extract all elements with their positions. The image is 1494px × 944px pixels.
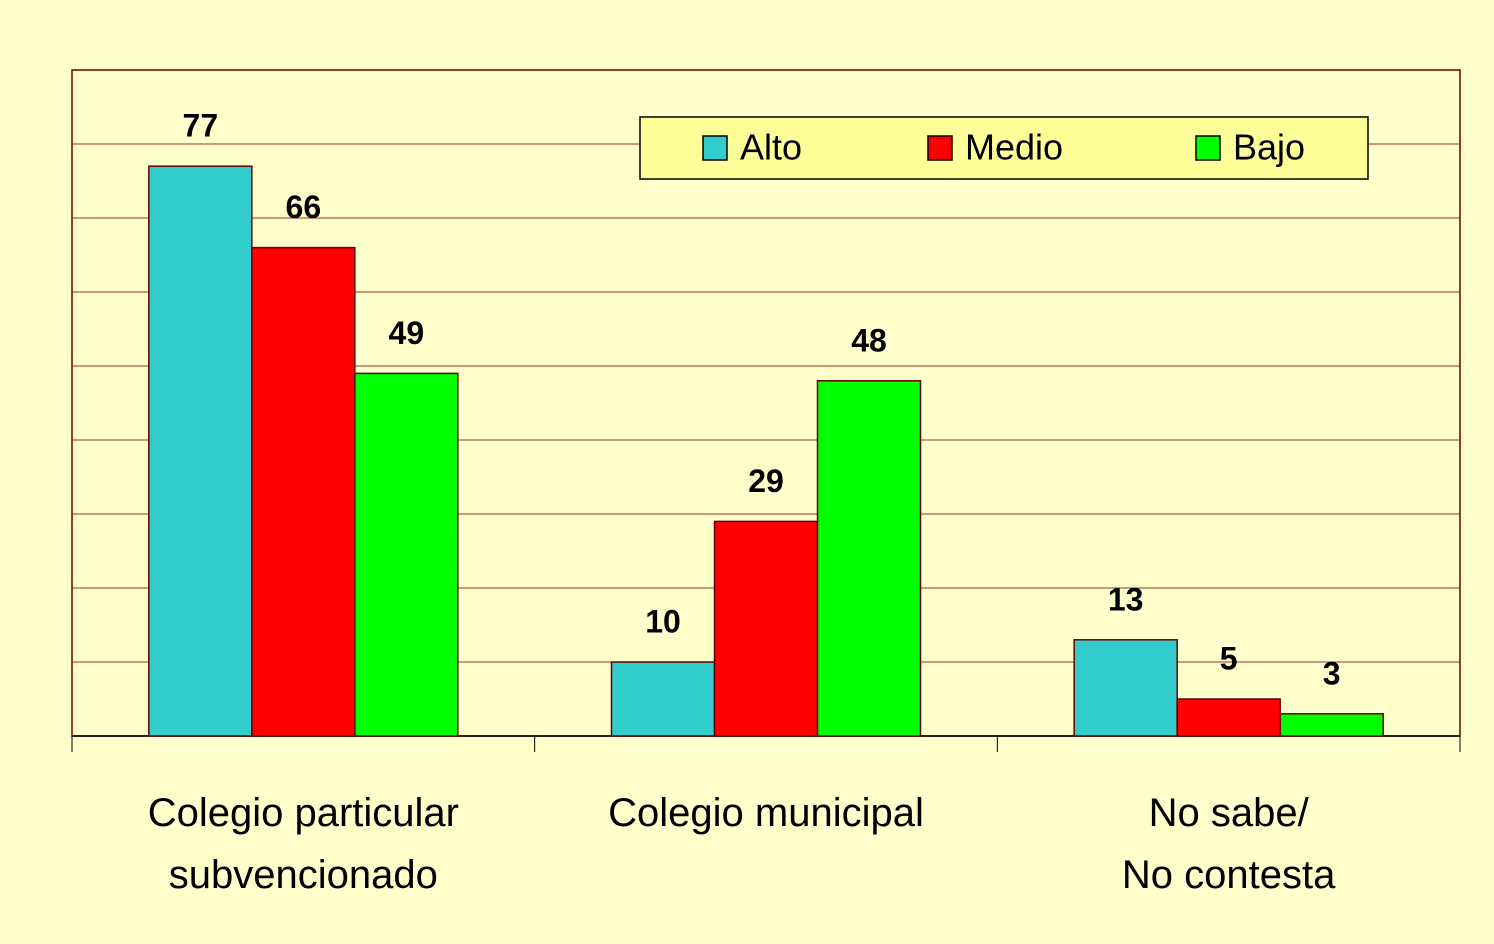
data-label: 13 xyxy=(1108,581,1144,617)
legend-swatch xyxy=(927,135,953,161)
data-label: 48 xyxy=(851,322,887,358)
bar xyxy=(816,380,922,737)
bar xyxy=(148,165,253,737)
x-tick-label: Colegio municipal xyxy=(608,791,924,835)
data-label: 5 xyxy=(1220,640,1238,676)
legend-box xyxy=(639,116,1369,180)
data-label: 29 xyxy=(748,463,784,499)
legend-label: Bajo xyxy=(1233,127,1305,168)
bar xyxy=(1176,698,1281,737)
bar xyxy=(713,520,819,737)
bar xyxy=(610,661,716,737)
data-label: 10 xyxy=(645,603,681,639)
legend-label: Medio xyxy=(965,127,1063,168)
bar xyxy=(354,372,459,737)
x-tick-label: Colegio particular subvencionado xyxy=(148,791,459,897)
data-label: 77 xyxy=(183,108,219,144)
data-label: 49 xyxy=(389,315,425,351)
bar xyxy=(251,246,356,737)
data-label: 66 xyxy=(286,189,322,225)
bar xyxy=(1279,713,1384,737)
legend-swatch xyxy=(1195,135,1221,161)
legend-swatch xyxy=(702,135,728,161)
bar xyxy=(1073,639,1178,737)
legend-label: Alto xyxy=(740,127,802,168)
legend: Alto Medio Bajo xyxy=(639,116,1369,180)
x-tick-label: No sabe/No contesta xyxy=(1122,791,1336,897)
data-label: 3 xyxy=(1323,655,1341,691)
